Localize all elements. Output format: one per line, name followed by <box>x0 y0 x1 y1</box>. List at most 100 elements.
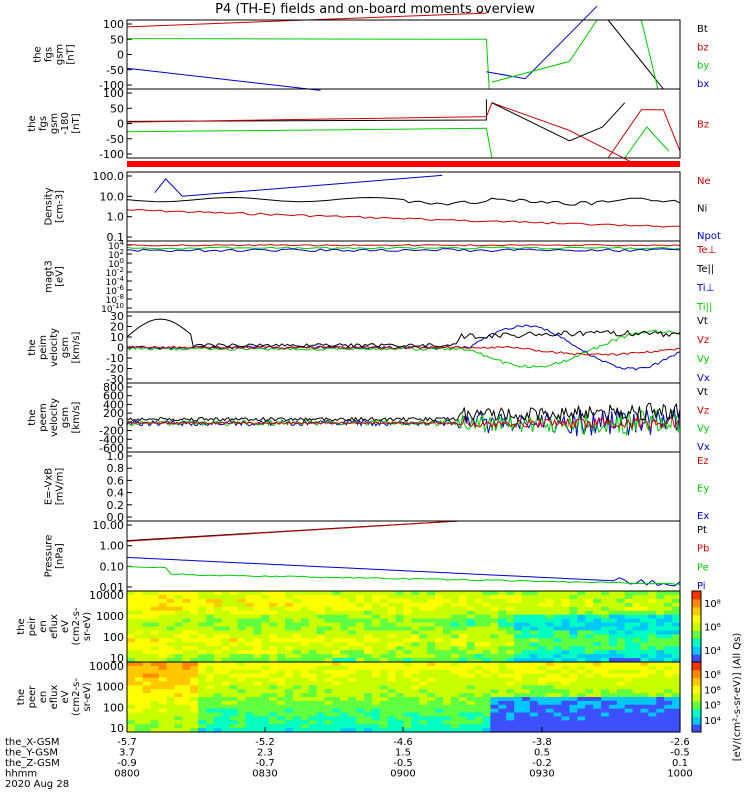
y-tick-label: 50 <box>110 102 124 115</box>
heatmap-cell <box>553 712 563 718</box>
y-axis-label: peim <box>38 335 49 360</box>
heatmap-cell <box>150 650 160 655</box>
heatmap-cell <box>364 716 373 721</box>
heatmap-cell <box>616 693 626 698</box>
heatmap-cell <box>529 622 539 628</box>
heatmap-cell <box>229 638 239 643</box>
heatmap-cell <box>371 708 381 714</box>
heatmap-cell <box>435 606 444 612</box>
heatmap-cell <box>253 638 262 643</box>
heatmap-cell <box>490 662 499 667</box>
heatmap-cell <box>229 606 239 612</box>
legend-entry: Vx <box>697 373 710 384</box>
heatmap-cell <box>506 646 515 651</box>
heatmap-cell <box>364 614 373 620</box>
heatmap-cell <box>482 618 491 624</box>
heatmap-cell <box>458 614 468 620</box>
heatmap-cell <box>632 677 642 683</box>
heatmap-cell <box>316 610 326 616</box>
heatmap-cell <box>672 638 681 643</box>
heatmap-cell <box>450 634 460 639</box>
heatmap-cell <box>419 724 428 729</box>
heatmap-cell <box>474 622 484 628</box>
heatmap-cell <box>624 650 634 655</box>
heatmap-cell <box>419 650 428 655</box>
heatmap-cell <box>458 677 468 683</box>
heatmap-cell <box>553 704 563 710</box>
y-tick-label: 400 <box>103 398 124 411</box>
heatmap-cell <box>308 634 318 639</box>
heatmap-cell <box>466 591 476 596</box>
heatmap-cell <box>221 650 231 655</box>
heatmap-cell <box>403 685 412 690</box>
heatmap-cell <box>593 610 602 616</box>
heatmap-cell <box>411 618 420 624</box>
heatmap-cell <box>522 669 531 675</box>
heatmap-cell <box>648 704 657 710</box>
heatmap-cell <box>387 728 397 733</box>
heatmap-cell <box>269 716 278 721</box>
heatmap-cell <box>648 720 657 725</box>
heatmap-cell <box>450 665 460 671</box>
heatmap-cell <box>182 658 191 663</box>
heatmap-cell <box>150 662 160 667</box>
heatmap-cell <box>648 614 657 620</box>
heatmap-cell <box>150 638 160 643</box>
heatmap-cell <box>419 642 428 647</box>
heatmap-cell <box>498 716 507 721</box>
heatmap-cell <box>285 689 294 694</box>
heatmap-cell <box>261 598 270 604</box>
heatmap-cell <box>221 712 231 718</box>
heatmap-cell <box>601 610 610 616</box>
heatmap-cell <box>458 642 468 647</box>
heatmap-cell <box>371 700 381 706</box>
heatmap-cell <box>561 697 570 702</box>
heatmap-cell <box>237 642 247 647</box>
heatmap-cell <box>427 689 436 694</box>
heatmap-cell <box>545 669 555 675</box>
heatmap-cell <box>443 728 452 733</box>
heatmap-cell <box>371 650 381 655</box>
heatmap-cell <box>522 681 531 686</box>
heatmap-cell <box>300 716 310 721</box>
heatmap-cell <box>387 591 397 596</box>
heatmap-cell <box>158 658 168 663</box>
heatmap-cell <box>348 708 357 714</box>
y-tick-label: -30 <box>106 373 124 386</box>
heatmap-cell <box>664 693 673 698</box>
x-tick-label: 0930 <box>529 769 554 780</box>
heatmap-cell <box>206 665 215 671</box>
heatmap-cell <box>608 622 618 628</box>
heatmap-cell <box>213 669 223 675</box>
heatmap-cell <box>127 685 136 690</box>
heatmap-cell <box>561 618 570 624</box>
heatmap-cell <box>553 677 563 683</box>
heatmap-cell <box>206 658 215 663</box>
heatmap-cell <box>522 708 531 714</box>
heatmap-cell <box>174 642 183 647</box>
heatmap-cell <box>624 614 634 620</box>
heatmap-cell <box>553 673 563 679</box>
heatmap-cell <box>640 630 649 635</box>
heatmap-cell <box>648 665 657 671</box>
heatmap-cell <box>371 681 381 686</box>
heatmap-cell <box>482 642 491 647</box>
heatmap-cell <box>316 662 326 667</box>
series-line <box>607 109 681 159</box>
heatmap-cell <box>300 708 310 714</box>
heatmap-cell <box>379 704 389 710</box>
heatmap-cell <box>529 662 539 667</box>
heatmap-cell <box>537 650 547 655</box>
heatmap-cell <box>545 598 555 604</box>
heatmap-cell <box>300 630 310 635</box>
heatmap-cell <box>656 697 665 702</box>
heatmap-cell <box>514 693 523 698</box>
heatmap-cell <box>490 681 499 686</box>
y-axis-label: sr-eV) <box>82 682 93 711</box>
heatmap-cell <box>648 700 657 706</box>
heatmap-cell <box>403 689 412 694</box>
heatmap-cell <box>435 622 444 628</box>
heatmap-cell <box>553 669 563 675</box>
heatmap-cell <box>450 622 460 628</box>
